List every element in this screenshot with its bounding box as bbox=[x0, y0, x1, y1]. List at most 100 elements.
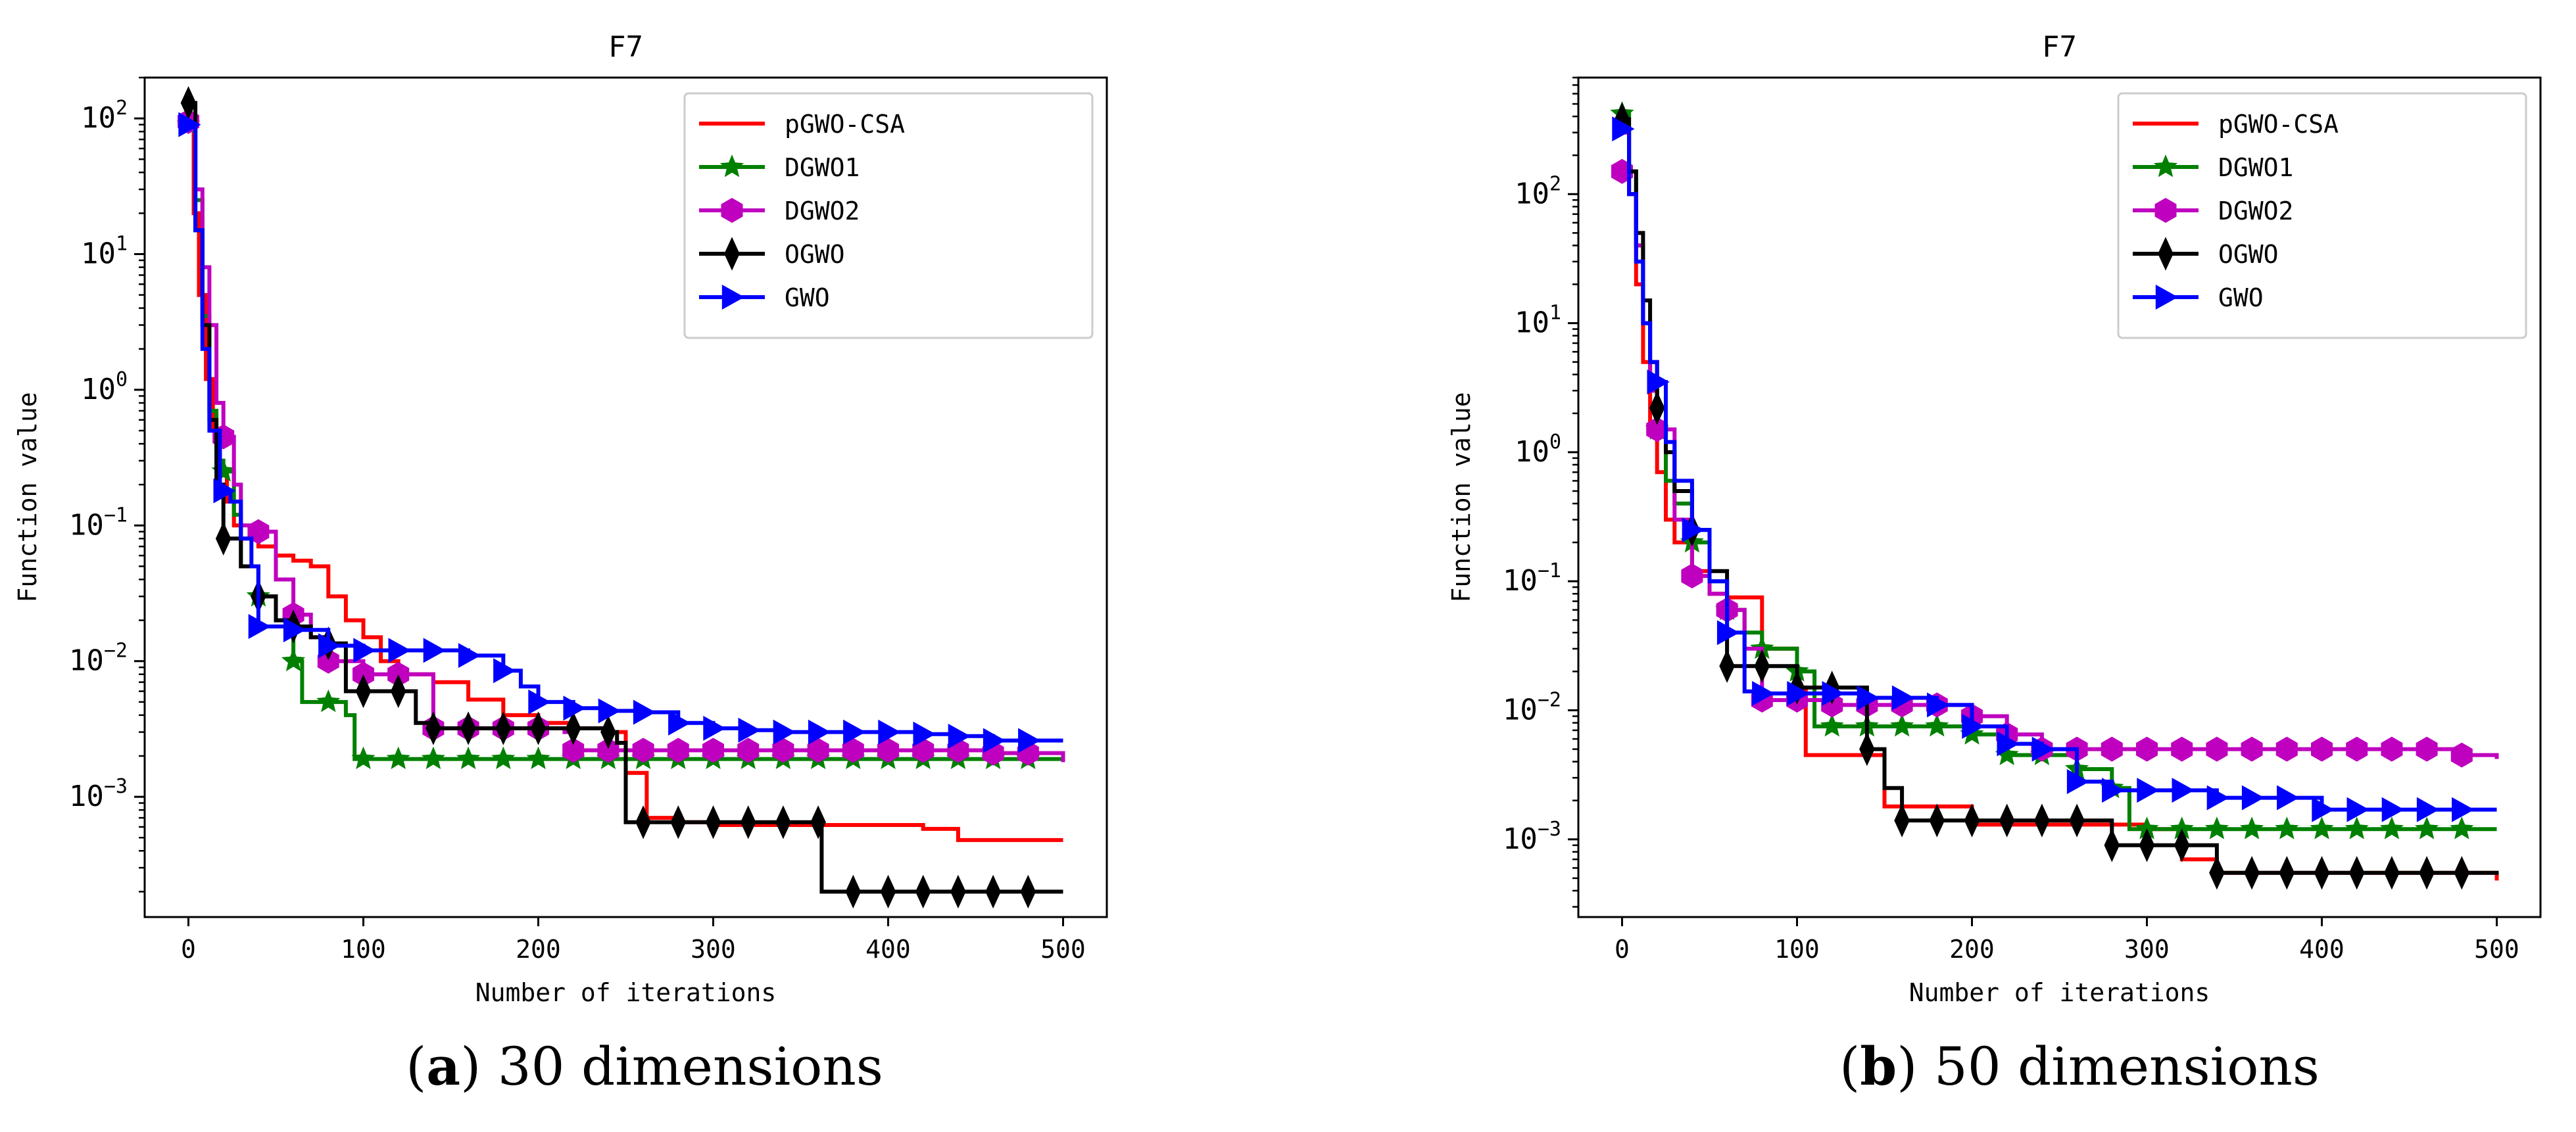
series-marker-gwo bbox=[248, 614, 271, 640]
series-marker-gwo bbox=[353, 638, 376, 663]
series-marker-gwo bbox=[1927, 692, 1950, 718]
series-marker-ogwo bbox=[2279, 856, 2295, 890]
series-marker-gwo bbox=[2381, 797, 2404, 822]
y-tick-label: 100 bbox=[81, 368, 128, 406]
series-marker-ogwo bbox=[2348, 856, 2365, 890]
series-marker-dgwo2 bbox=[2311, 736, 2333, 762]
series-marker-ogwo bbox=[390, 674, 406, 709]
series-marker-dgwo2 bbox=[2136, 736, 2158, 762]
series-marker-dgwo1 bbox=[491, 746, 516, 769]
series-marker-ogwo bbox=[355, 674, 372, 709]
series-marker-gwo bbox=[2241, 785, 2265, 811]
series-marker-gwo bbox=[2066, 769, 2090, 795]
series-marker-gwo bbox=[738, 717, 761, 743]
y-axis-label: Function value bbox=[13, 392, 42, 602]
series-marker-gwo bbox=[388, 638, 411, 663]
series-marker-gwo bbox=[423, 638, 446, 663]
legend-label: pGWO-CSA bbox=[2218, 110, 2339, 139]
series-marker-ogwo bbox=[635, 805, 651, 839]
series-marker-gwo bbox=[913, 721, 936, 747]
legend-box bbox=[683, 92, 1094, 339]
x-tick-label: 300 bbox=[691, 935, 736, 964]
series-marker-gwo bbox=[1822, 680, 1845, 706]
legend-swatch-marker bbox=[721, 285, 744, 310]
series-marker-dgwo2 bbox=[2381, 736, 2403, 762]
legend-swatch-marker bbox=[719, 154, 744, 177]
series-marker-gwo bbox=[1787, 680, 1810, 706]
series-marker-ogwo bbox=[2419, 856, 2435, 890]
legend-swatch-marker bbox=[721, 198, 743, 223]
x-tick-label: 400 bbox=[865, 935, 911, 964]
series-marker-dgwo1 bbox=[316, 689, 341, 713]
y-tick-label: 10−2 bbox=[69, 640, 128, 678]
series-marker-gwo bbox=[1891, 685, 1915, 711]
series-marker-ogwo bbox=[215, 521, 231, 555]
series-marker-gwo bbox=[2102, 778, 2125, 803]
series-marker-ogwo bbox=[460, 711, 476, 745]
series-marker-dgwo1 bbox=[1820, 714, 1844, 737]
y-tick-label: 10−3 bbox=[1503, 818, 1561, 856]
series-marker-dgwo2 bbox=[2241, 736, 2263, 762]
series-marker-dgwo2 bbox=[1646, 417, 1668, 442]
series-marker-gwo bbox=[2452, 797, 2475, 822]
series-marker-ogwo bbox=[915, 874, 931, 909]
legend-swatch-marker bbox=[2155, 285, 2178, 310]
series-marker-gwo bbox=[843, 719, 866, 745]
series-marker-gwo bbox=[213, 478, 236, 504]
series-marker-dgwo1 bbox=[2204, 816, 2229, 839]
series-marker-dgwo2 bbox=[562, 738, 585, 763]
series-marker-ogwo bbox=[670, 805, 687, 839]
legend-label: OGWO bbox=[2218, 240, 2279, 269]
caption-b: (b) 50 dimensions bbox=[1839, 1035, 2320, 1097]
series-marker-dgwo1 bbox=[2345, 816, 2369, 839]
series-marker-ogwo bbox=[1964, 803, 1980, 837]
series-marker-gwo bbox=[528, 689, 551, 715]
series-marker-ogwo bbox=[985, 874, 1001, 909]
series-marker-gwo bbox=[1716, 620, 1740, 646]
series-marker-gwo bbox=[493, 658, 516, 684]
series-marker-gwo bbox=[598, 698, 621, 724]
series-marker-gwo bbox=[1962, 714, 1985, 740]
series-marker-ogwo bbox=[2209, 856, 2225, 890]
x-tick-label: 200 bbox=[516, 935, 561, 964]
series-marker-dgwo1 bbox=[1890, 714, 1914, 737]
series-marker-ogwo bbox=[1754, 649, 1770, 683]
chart-title: F7 bbox=[608, 30, 643, 64]
series-marker-dgwo1 bbox=[456, 746, 481, 769]
y-tick-label: 10−2 bbox=[1503, 689, 1561, 727]
series-marker-dgwo1 bbox=[2170, 816, 2194, 839]
series-marker-dgwo1 bbox=[2379, 816, 2404, 839]
series-marker-ogwo bbox=[425, 711, 441, 745]
y-tick-label: 10−1 bbox=[1503, 559, 1561, 598]
series-marker-gwo bbox=[948, 723, 971, 749]
series-marker-dgwo2 bbox=[772, 738, 794, 763]
series-marker-gwo bbox=[2277, 785, 2300, 811]
series-marker-dgwo1 bbox=[1995, 742, 2019, 765]
series-marker-gwo bbox=[808, 719, 831, 745]
series-marker-gwo bbox=[668, 710, 691, 736]
chart-panel-1: F7 0 100 200 300 400 500 10−3 10−2 10−1 100 101 102 N… bbox=[13, 30, 1108, 1007]
series-marker-ogwo bbox=[2034, 803, 2050, 837]
x-tick-label: 500 bbox=[1040, 935, 1086, 964]
series-marker-ogwo bbox=[495, 711, 512, 745]
y-tick-label: 101 bbox=[1515, 302, 1561, 340]
axes-frame bbox=[143, 76, 1108, 918]
series-marker-ogwo bbox=[2174, 828, 2190, 862]
legend-swatch-marker bbox=[724, 237, 740, 271]
legend-label: OGWO bbox=[785, 240, 845, 269]
legend-label: GWO bbox=[785, 283, 830, 312]
series-marker-gwo bbox=[1857, 685, 1880, 711]
series-marker-gwo bbox=[2031, 736, 2054, 762]
series-marker-dgwo1 bbox=[351, 746, 376, 769]
legend-label: DGWO2 bbox=[2218, 197, 2293, 225]
series-marker-ogwo bbox=[775, 805, 791, 839]
series-marker-ogwo bbox=[740, 805, 756, 839]
x-tick-label: 100 bbox=[1774, 935, 1820, 964]
series-marker-gwo bbox=[1997, 731, 2020, 757]
series-marker-ogwo bbox=[2314, 856, 2330, 890]
series-marker-dgwo2 bbox=[1681, 563, 1703, 589]
plot-area bbox=[176, 85, 1065, 909]
series-marker-gwo bbox=[563, 696, 586, 721]
series-marker-gwo bbox=[1682, 517, 1705, 543]
